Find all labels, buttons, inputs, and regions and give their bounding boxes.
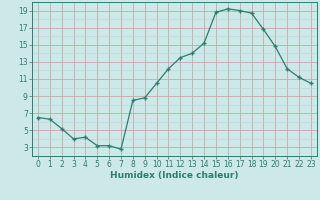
X-axis label: Humidex (Indice chaleur): Humidex (Indice chaleur): [110, 171, 239, 180]
